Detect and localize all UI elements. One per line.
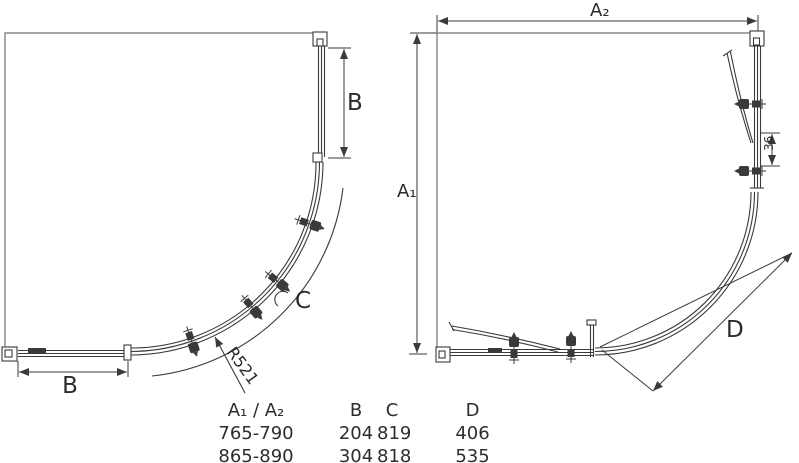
dim-label-b-horizontal: B xyxy=(62,373,78,399)
door-handle-edge-bottom xyxy=(451,325,561,353)
cell-d: 535 xyxy=(455,446,490,463)
roller-icon xyxy=(181,324,203,359)
door-handle-edge-top xyxy=(726,51,754,144)
dim-b-vertical xyxy=(328,47,351,159)
radius-label: R521 xyxy=(223,343,263,388)
table-row: 865-890 304 818 535 xyxy=(210,445,510,463)
dim-label-d: D xyxy=(726,317,744,343)
dim-b-horizontal xyxy=(17,361,129,377)
left-bottom-wall-profile xyxy=(1,346,18,362)
radius-leader-line xyxy=(214,336,246,394)
left-top-wall-profile xyxy=(312,31,328,47)
dim-a2 xyxy=(436,15,759,32)
right-bottom-wall-profile xyxy=(435,346,451,363)
dim-label-b-vertical: B xyxy=(347,90,363,116)
header-a1-a2: A₁ / A₂ xyxy=(227,400,285,421)
door-edge-cap xyxy=(586,319,597,326)
dim-label-a2: A₂ xyxy=(590,0,610,21)
roller-icon xyxy=(733,165,767,177)
right-wall-lines xyxy=(436,32,762,348)
left-panel-endcap xyxy=(123,344,132,361)
right-diagram xyxy=(409,15,793,392)
dim-label-offset: 36 xyxy=(762,136,776,151)
left-vertical-panel xyxy=(317,46,326,157)
dim-d xyxy=(599,252,793,392)
cell-c: 819 xyxy=(377,423,412,444)
cell-a: 765-790 xyxy=(218,423,294,444)
cell-d: 406 xyxy=(455,423,490,444)
left-panel-junction xyxy=(312,152,323,163)
handle-cap-top xyxy=(722,49,733,57)
header-c: C xyxy=(385,400,399,421)
dim-label-a1: A₁ xyxy=(397,181,417,202)
header-d: D xyxy=(465,400,480,421)
right-top-wall-profile xyxy=(749,30,765,47)
cell-b: 204 xyxy=(338,423,374,444)
dimensions-table: A₁ / A₂ B C D 765-790 204 819 406 865-89… xyxy=(210,399,510,463)
left-diagram xyxy=(1,31,351,394)
header-b: B xyxy=(349,400,363,421)
roller-icon xyxy=(565,330,577,364)
left-curved-door-arcs xyxy=(129,161,344,377)
cell-c: 818 xyxy=(377,446,412,463)
table-header-row: A₁ / A₂ B C D xyxy=(210,399,510,422)
tray-rim-arc xyxy=(151,187,344,377)
door-edge-panel xyxy=(589,324,595,357)
cell-b: 304 xyxy=(338,446,374,463)
dim-label-c: C xyxy=(295,288,311,314)
left-wall-lines xyxy=(4,32,321,349)
dim-offset-36 xyxy=(761,132,780,167)
dim-a1 xyxy=(409,32,437,355)
panel-clip xyxy=(488,348,502,353)
right-vertical-rail xyxy=(753,46,762,188)
roller-icon xyxy=(292,213,327,235)
cell-a: 865-890 xyxy=(218,446,294,463)
panel-clip xyxy=(28,348,46,353)
table-row: 765-790 204 819 406 xyxy=(210,422,510,445)
handle-cap-bottom xyxy=(448,321,455,332)
c-arc-mark xyxy=(274,290,289,307)
